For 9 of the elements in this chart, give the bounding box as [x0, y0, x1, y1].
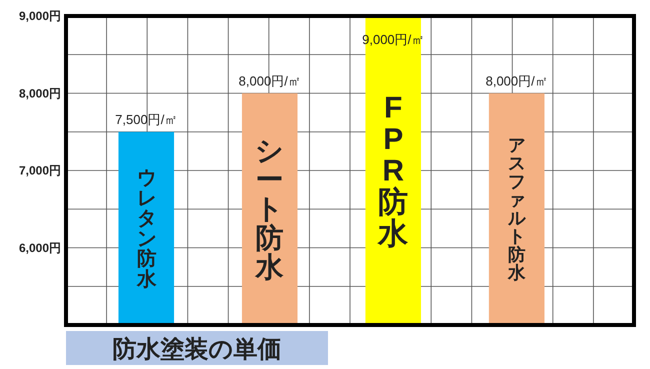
x-tick-label: ウレタン防水 [136, 168, 157, 290]
y-tick-label: 7,000円 [18, 164, 61, 178]
y-tick-label: 9,000円 [18, 9, 61, 23]
y-tick-label: 8,000円 [18, 86, 61, 100]
y-tick-label: 6,000円 [18, 240, 61, 255]
x-tick-label: アスファルト防水 [507, 134, 526, 283]
text: 防水塗装の単価 [112, 336, 282, 363]
x-tick-label: FPR防水 [377, 91, 410, 250]
x-tick-label: シート防水 [254, 134, 285, 283]
